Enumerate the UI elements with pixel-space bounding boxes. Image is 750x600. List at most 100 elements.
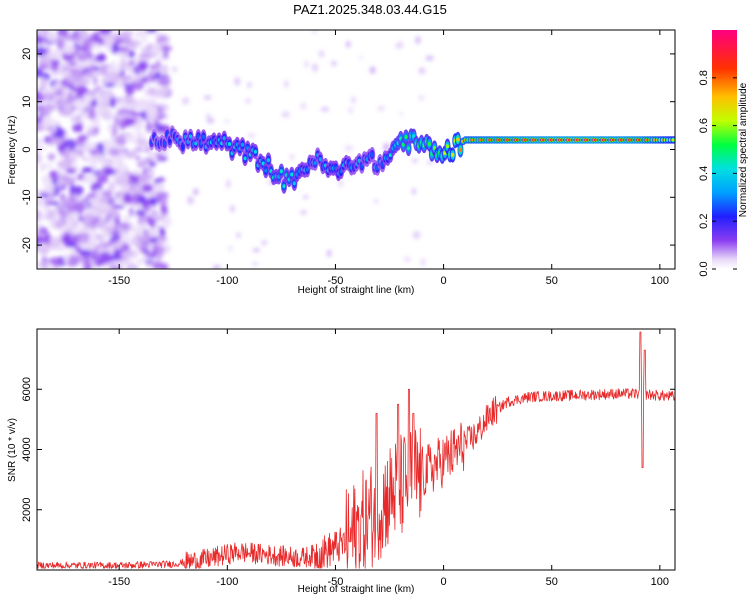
spectrogram-cell: [47, 49, 61, 56]
snr-x-tick-label: 0: [441, 576, 447, 588]
spectrogram-cell: [42, 114, 52, 122]
spectrogram-cell: [252, 248, 261, 252]
spectrogram-cell: [64, 131, 70, 138]
spectrogram-cell: [370, 152, 374, 157]
spectrogram-cell: [156, 250, 164, 259]
spectrogram-cell: [129, 207, 134, 217]
spectrogram-cell: [399, 111, 403, 117]
spectrogram-cell: [404, 135, 408, 140]
spectrogram-cell: [75, 85, 88, 97]
spectrogram-cell: [193, 188, 199, 196]
spectrogram-cell: [52, 128, 67, 139]
spectrogram-cell: [63, 146, 71, 159]
spectrogram-cell: [59, 193, 66, 201]
spectrogram-cell: [188, 134, 193, 139]
spectrogram-cell: [252, 261, 258, 266]
spectrogram-cell: [89, 42, 101, 47]
spectrogram-cell: [37, 110, 41, 118]
spectrogram-cell: [300, 210, 307, 215]
spectrogram-y-tick-label: 10: [21, 96, 33, 108]
spectrogram-cell: [57, 159, 71, 170]
colorbar-gradient: [712, 30, 737, 269]
spectrogram-cell: [107, 220, 116, 228]
spectrogram-cell: [46, 30, 56, 43]
spectrogram-cell: [96, 46, 101, 52]
spectrogram-cell: [69, 183, 76, 196]
spectrogram-cell: [77, 232, 90, 244]
spectrogram-cell: [411, 157, 419, 164]
spectrogram-x-tick-label: -150: [108, 275, 130, 287]
spectrogram-cell: [143, 208, 150, 214]
spectrogram-cell: [111, 241, 123, 250]
spectrogram-cell: [247, 82, 251, 88]
spectrogram-cell: [112, 204, 126, 209]
spectrogram-cell: [141, 76, 150, 83]
spectrogram-cell: [56, 211, 65, 218]
spectrogram-cell: [358, 56, 364, 60]
spectrogram-cell: [46, 263, 54, 269]
spectrogram-cell: [247, 133, 256, 137]
spectrogram-cell: [102, 91, 112, 99]
snr-y-tick-label: 6000: [21, 377, 33, 401]
spectrogram-cell: [425, 55, 434, 61]
spectrogram-cell: [137, 229, 145, 238]
spectrogram-cell: [82, 92, 94, 104]
spectrogram-cell: [206, 117, 215, 124]
spectrogram-cell: [43, 87, 55, 94]
spectrogram-ridge: [148, 125, 675, 194]
spectrogram-cell: [109, 96, 117, 108]
spectrogram-cell: [37, 230, 46, 235]
spectrogram-cell: [234, 77, 241, 86]
spectrogram-cell: [111, 60, 116, 67]
spectrogram-cell: [311, 63, 318, 72]
spectrogram-cell: [150, 44, 163, 56]
spectrogram-cell: [57, 38, 65, 50]
spectrogram-cell: [171, 66, 178, 73]
snr-x-axis: -150 -100 -50 0 50 100: [108, 329, 669, 588]
spectrogram-cell: [121, 97, 126, 110]
spectrogram-cell: [41, 119, 54, 128]
spectrogram-cell: [48, 170, 59, 180]
spectrogram-cell: [86, 154, 100, 165]
spectrogram-cell: [62, 39, 69, 52]
spectrogram-cell: [289, 154, 295, 159]
spectrogram-cell: [39, 55, 50, 66]
spectrogram-cell: [415, 36, 421, 44]
spectrogram-cell: [37, 137, 44, 144]
spectrogram-cell: [110, 42, 120, 54]
spectrogram-cell: [56, 30, 69, 37]
spectrogram-cell: [149, 236, 159, 244]
spectrogram-cell: [73, 70, 84, 81]
colorbar-tick-label: 0.8: [698, 70, 710, 85]
spectrogram-cell: [304, 60, 308, 69]
spectrogram-cell: [103, 226, 116, 233]
spectrogram-cell: [122, 112, 128, 119]
spectrogram-cell: [93, 36, 103, 43]
spectrogram-cell: [223, 119, 230, 124]
spectrogram-cell: [106, 124, 112, 132]
spectrogram-cell: [136, 140, 148, 148]
colorbar-axis: 0.0 0.2 0.4 0.6 0.8: [698, 70, 737, 277]
colorbar: 0.0 0.2 0.4 0.6 0.8 Normalized spectral ampl…: [698, 30, 749, 277]
spectrogram-cell: [458, 147, 463, 152]
spectrogram-cell: [149, 196, 158, 206]
spectrogram-y-tick-label: -10: [21, 189, 33, 205]
spectrogram-cell: [82, 174, 95, 185]
spectrogram-cell: [82, 38, 96, 50]
spectrogram-cell: [39, 77, 49, 89]
spectrogram-cell: [132, 42, 137, 51]
spectrogram-cell: [49, 219, 56, 229]
snr-y-axis-title: SNR (10 * v/v): [7, 418, 18, 482]
spectrogram-cell: [122, 249, 135, 258]
spectrogram-cell: [37, 195, 41, 204]
spectrogram-cell: [37, 151, 41, 163]
spectrogram-cell: [212, 265, 221, 269]
spectrogram-cell: [153, 178, 160, 185]
spectrogram-cell: [37, 146, 46, 152]
spectrogram-cell: [106, 71, 120, 84]
spectrogram-cell: [427, 141, 431, 146]
spectrogram-cell: [279, 169, 283, 174]
spectrogram-cell: [98, 230, 112, 239]
spectrogram-cell: [37, 224, 43, 230]
